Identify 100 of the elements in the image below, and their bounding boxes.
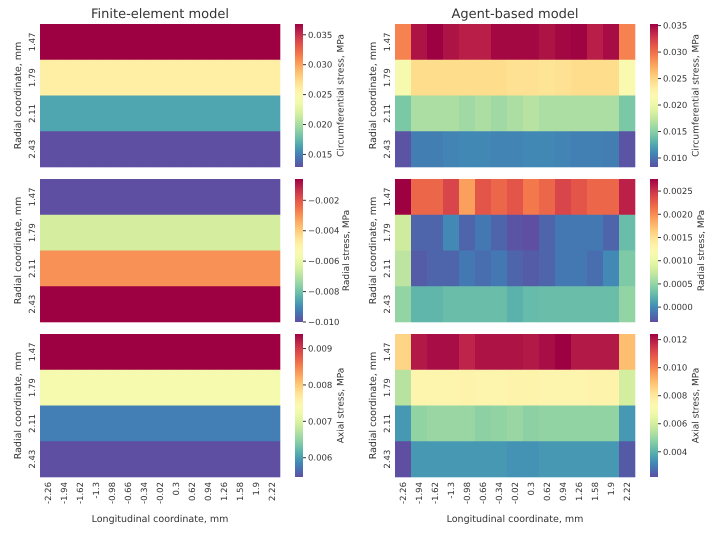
color-bar-label: 0.035: [308, 30, 332, 41]
x-tick-label: 1.9: [252, 482, 262, 496]
y-tick-label: 1.47: [383, 342, 393, 362]
y-tick-label: 1.79: [28, 223, 38, 242]
color-bar-title: Circumferential stress, MPa: [336, 34, 346, 157]
color-bar-label: 0.015: [308, 150, 332, 160]
color-bar-label: −0.008: [308, 288, 340, 298]
y-tick-label: 2.11: [383, 104, 393, 123]
color-bar-label: 0.004: [663, 448, 688, 458]
color-bar-title: Radial stress, MPa: [696, 210, 707, 292]
y-axis-title: Radial coordinate, mm: [13, 42, 24, 150]
color-bar-label: 0.020: [308, 120, 332, 131]
color-bar-title: Circumferential stress, MPa: [692, 34, 702, 157]
x-tick-label: 1.9: [607, 482, 617, 496]
y-tick-label: 1.47: [28, 342, 38, 362]
y-axis-title: Radial coordinate, mm: [368, 196, 379, 304]
color-bar-label: 0.012: [663, 336, 688, 346]
color-bar-title: Axial stress, MPa: [336, 368, 346, 444]
x-tick-label: 2.22: [268, 482, 278, 501]
x-tick-label: -2.26: [44, 482, 54, 504]
y-axis-title: Radial coordinate, mm: [368, 352, 379, 460]
y-tick-label: 2.43: [28, 294, 38, 314]
color-bar-label: 0.009: [308, 344, 332, 355]
x-tick-label: -0.98: [108, 482, 118, 504]
x-tick-label: 0.94: [204, 482, 214, 501]
color-bar-label: 0.015: [663, 128, 688, 138]
x-tick-label: 2.22: [623, 482, 633, 501]
x-tick-label: -2.26: [399, 482, 409, 504]
x-tick-label: -0.02: [511, 482, 521, 504]
x-tick-label: 0.62: [188, 482, 198, 501]
color-bar-label: 0.008: [663, 392, 688, 402]
x-tick-label: 1.58: [236, 482, 246, 501]
y-tick-label: 2.43: [383, 140, 393, 159]
x-tick-label: -1.94: [60, 482, 70, 504]
color-bar-title: Axial stress, MPa: [692, 368, 702, 444]
x-tick-label: -0.02: [156, 482, 166, 504]
x-tick-label: -0.66: [124, 482, 134, 504]
x-tick-label: -1.3: [447, 482, 457, 499]
x-axis-title: Longitudinal coordinate, mm: [92, 514, 228, 525]
color-bar-label: 0.006: [663, 420, 688, 430]
color-bar-label: 0.025: [308, 90, 332, 101]
y-tick-label: 1.47: [28, 32, 38, 52]
color-bar-label: −0.006: [308, 257, 340, 268]
color-bar-label: 0.030: [663, 48, 688, 58]
color-bar-label: −0.004: [308, 226, 340, 237]
y-tick-label: 1.79: [28, 378, 38, 398]
x-tick-label: 0.3: [527, 482, 537, 496]
color-bar-label: 0.008: [308, 380, 332, 391]
color-bar-label: 0.007: [308, 417, 332, 428]
color-bar-label: 0.0000: [663, 303, 693, 314]
y-tick-label: 1.47: [383, 187, 393, 206]
y-axis-title: Radial coordinate, mm: [13, 352, 24, 460]
y-tick-label: 2.11: [28, 104, 38, 123]
y-tick-label: 2.11: [28, 258, 38, 278]
y-axis-title: Radial coordinate, mm: [368, 42, 379, 150]
color-bar-label: 0.006: [308, 454, 332, 464]
y-tick-label: 1.79: [383, 68, 393, 88]
x-tick-label: 1.58: [591, 482, 601, 501]
y-tick-label: 1.79: [383, 378, 393, 398]
y-tick-label: 2.11: [383, 414, 393, 433]
chart-title: Finite-element model: [91, 7, 229, 22]
x-tick-label: -1.62: [431, 482, 441, 504]
y-tick-label: 1.79: [28, 68, 38, 88]
x-tick-label: -1.94: [415, 482, 425, 504]
y-tick-label: 2.43: [383, 294, 393, 314]
x-tick-label: -0.34: [495, 482, 505, 504]
x-tick-label: 0.3: [172, 482, 182, 496]
y-axis-title: Radial coordinate, mm: [13, 196, 24, 304]
color-bar-label: 0.0005: [663, 280, 693, 290]
x-tick-label: 0.62: [543, 482, 553, 501]
color-bar-label: 0.0020: [663, 210, 693, 220]
x-tick-label: -0.66: [479, 482, 489, 504]
y-tick-label: 2.43: [28, 450, 38, 469]
color-bar-label: 0.030: [308, 60, 332, 71]
x-tick-label: -1.3: [92, 482, 102, 499]
x-tick-label: 0.94: [559, 482, 569, 501]
y-tick-label: 2.43: [28, 140, 38, 159]
y-tick-label: 2.11: [383, 258, 393, 278]
color-bar-label: 0.010: [663, 364, 688, 374]
x-tick-label: 1.26: [220, 482, 230, 501]
y-tick-label: 1.79: [383, 223, 393, 242]
chart-title: Agent-based model: [451, 7, 579, 22]
color-bar-title: Radial stress, MPa: [342, 210, 352, 292]
color-bar-label: 0.0025: [663, 187, 693, 198]
color-bar-label: 0.025: [663, 74, 688, 85]
x-tick-label: 1.26: [575, 482, 585, 501]
color-bar-label: 0.0010: [663, 256, 693, 267]
color-bar-label: 0.010: [663, 154, 688, 164]
color-bar-label: −0.002: [308, 196, 340, 206]
x-tick-label: -0.34: [140, 482, 150, 504]
y-tick-label: 2.11: [28, 414, 38, 433]
color-bar-label: 0.035: [663, 22, 688, 32]
y-tick-label: 1.47: [28, 187, 38, 206]
y-tick-label: 1.47: [383, 32, 393, 52]
color-bar-label: 0.0015: [663, 234, 693, 244]
y-tick-label: 2.43: [383, 450, 393, 469]
color-bar-label: 0.020: [663, 101, 688, 112]
x-axis-title: Longitudinal coordinate, mm: [446, 514, 584, 525]
color-bar-label: −0.010: [308, 318, 340, 328]
x-tick-label: -1.62: [76, 482, 86, 504]
